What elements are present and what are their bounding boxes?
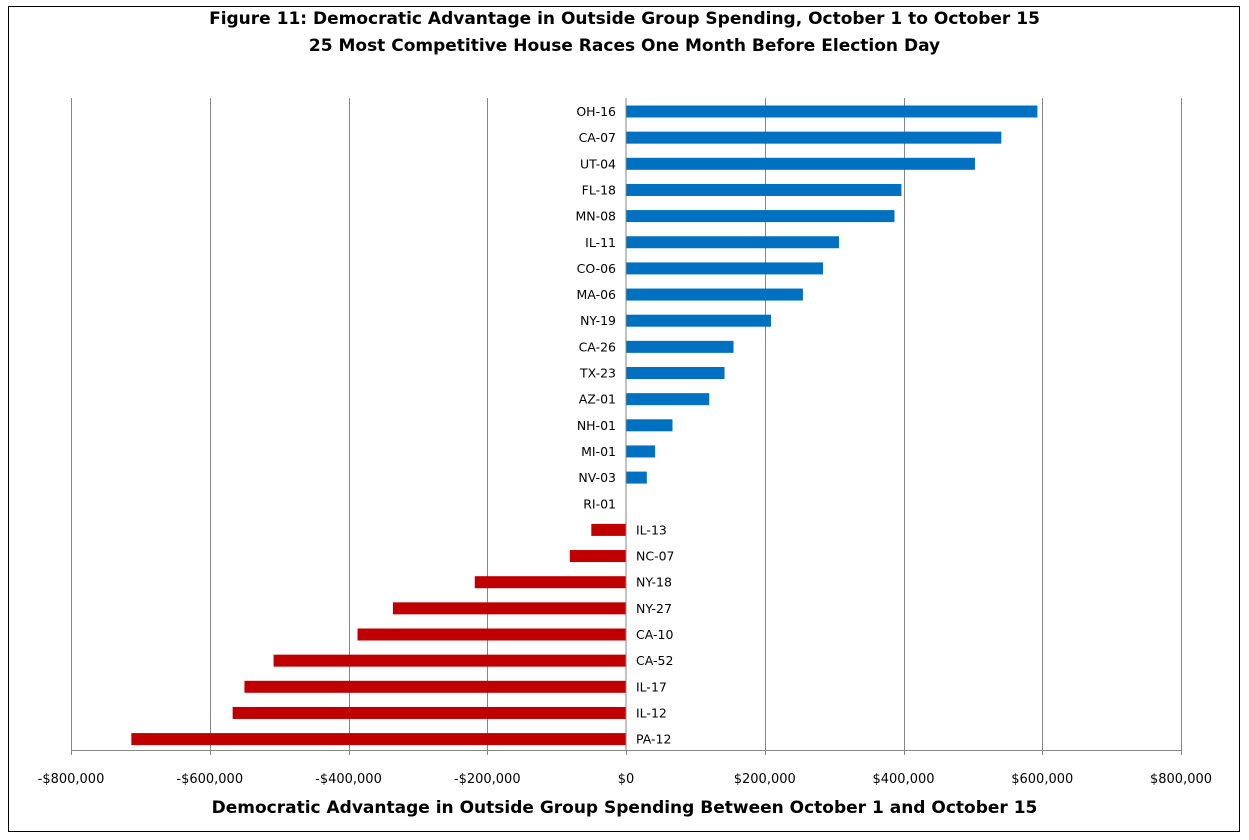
bar — [131, 733, 626, 746]
bar — [626, 105, 1038, 118]
bar — [626, 471, 647, 484]
bar — [626, 157, 975, 170]
category-label: CA-26 — [579, 339, 616, 354]
category-label: IL-17 — [636, 679, 667, 694]
category-label: RI-01 — [583, 496, 616, 511]
category-label: MN-08 — [575, 209, 616, 224]
bar — [626, 393, 710, 406]
bar — [626, 340, 734, 353]
bar — [232, 706, 627, 719]
bar — [569, 550, 626, 563]
x-tick-label: $400,000 — [872, 772, 934, 787]
bar — [591, 523, 626, 536]
category-label: AZ-01 — [579, 392, 616, 407]
bar — [626, 314, 771, 327]
x-axis-title: Democratic Advantage in Outside Group Sp… — [211, 798, 1038, 818]
bar — [626, 367, 725, 379]
bar — [244, 680, 626, 693]
bar — [626, 236, 839, 249]
x-tick-label: $600,000 — [1011, 772, 1073, 787]
bar — [626, 131, 1002, 144]
bar — [626, 445, 656, 458]
category-label: NY-19 — [580, 313, 616, 328]
category-label: MA-06 — [577, 287, 617, 302]
bar — [626, 419, 673, 432]
category-label: NY-27 — [636, 601, 672, 616]
bar — [357, 628, 626, 641]
category-label: FL-18 — [582, 182, 616, 197]
x-tick-label: $0 — [618, 772, 635, 787]
category-label: CA-07 — [579, 130, 616, 145]
bar — [392, 602, 626, 615]
bar — [273, 654, 626, 667]
category-label: NV-03 — [578, 470, 616, 485]
category-label: MI-01 — [581, 444, 616, 459]
x-tick-label: -$400,000 — [315, 772, 382, 787]
bar — [626, 183, 902, 196]
category-label: PA-12 — [636, 732, 671, 747]
category-label: CA-10 — [636, 627, 673, 642]
category-label: NC-07 — [636, 549, 675, 564]
bar — [626, 210, 895, 223]
category-label: NY-18 — [636, 575, 672, 590]
category-label: CA-52 — [636, 653, 673, 668]
category-label: IL-11 — [585, 235, 616, 250]
category-label: IL-13 — [636, 522, 667, 537]
chart-subtitle: 25 Most Competitive House Races One Mont… — [308, 36, 941, 56]
x-tick-label: $800,000 — [1150, 772, 1212, 787]
x-tick-label: -$200,000 — [454, 772, 521, 787]
bar — [626, 288, 803, 301]
category-label: IL-12 — [636, 705, 667, 720]
category-label: OH-16 — [576, 104, 616, 119]
chart-title: Figure 11: Democratic Advantage in Outsi… — [209, 9, 1040, 29]
x-tick-label: $200,000 — [734, 772, 796, 787]
x-tick-label: -$600,000 — [176, 772, 243, 787]
category-label: CO-06 — [577, 261, 616, 276]
x-tick-label: -$800,000 — [38, 772, 105, 787]
category-label: UT-04 — [580, 156, 616, 171]
chart-frame — [8, 6, 1240, 832]
category-label: TX-23 — [579, 366, 616, 381]
bar — [474, 576, 626, 589]
category-label: NH-01 — [577, 418, 616, 433]
bar — [626, 262, 824, 275]
